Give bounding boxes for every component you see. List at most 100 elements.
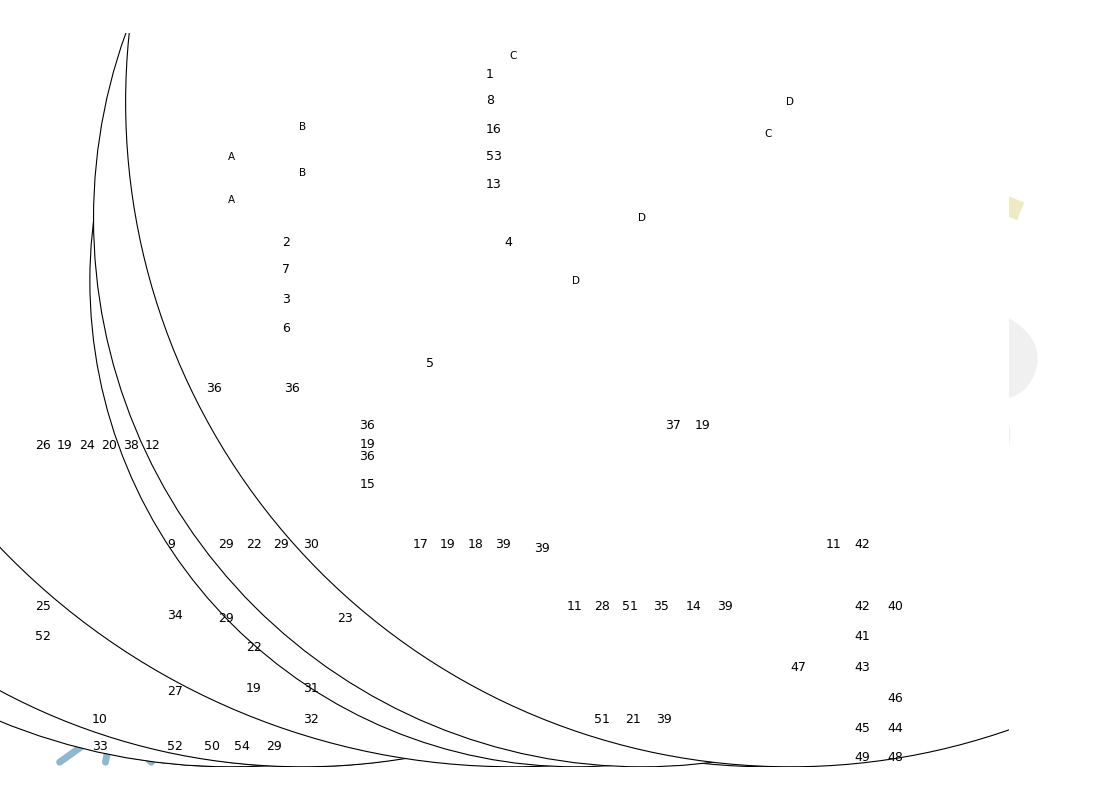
Bar [833,166,858,185]
Circle shape [121,646,135,662]
Text: 7: 7 [283,263,290,276]
Circle shape [892,639,909,656]
Circle shape [870,694,887,711]
Text: 47: 47 [791,662,806,674]
Ellipse shape [308,618,324,631]
Text: 17: 17 [412,538,429,551]
Text: A: A [228,195,234,205]
Bar [668,166,693,185]
Circle shape [174,514,183,524]
Text: 27: 27 [167,685,183,698]
Text: 29: 29 [218,538,234,551]
Text: C: C [509,51,517,61]
Bar [750,166,776,185]
Circle shape [870,722,887,738]
Text: 30: 30 [302,538,319,551]
Text: 11: 11 [566,600,583,613]
Text: 22: 22 [245,641,262,654]
Text: 19: 19 [695,419,711,432]
Text: 28: 28 [594,600,610,613]
Circle shape [0,0,896,767]
Circle shape [869,611,888,630]
Bar [51,565,169,716]
Ellipse shape [862,185,890,212]
Circle shape [420,300,429,310]
Text: 50: 50 [204,740,220,753]
FancyBboxPatch shape [216,362,232,379]
Text: 26: 26 [35,439,51,452]
Text: D: D [786,97,794,107]
Ellipse shape [848,173,903,223]
Text: 16: 16 [486,123,502,136]
FancyBboxPatch shape [156,603,174,622]
Circle shape [383,181,396,194]
Bar [560,445,835,454]
Circle shape [871,640,886,655]
Circle shape [892,722,909,738]
Circle shape [0,0,798,767]
Text: 22: 22 [245,538,262,551]
Text: 36: 36 [360,450,375,463]
Text: 36: 36 [284,382,300,395]
Text: 37: 37 [664,419,681,432]
Text: 29: 29 [266,740,282,753]
Text: 458: 458 [527,156,1069,552]
Text: 54: 54 [234,740,250,753]
Text: 52: 52 [35,630,51,643]
Text: 33: 33 [91,740,108,753]
Text: D: D [638,214,646,223]
Ellipse shape [438,186,443,193]
Bar [560,283,835,293]
Text: 1: 1 [486,68,494,81]
Ellipse shape [289,618,306,631]
Polygon shape [518,217,990,666]
Text: 51: 51 [621,600,638,613]
Text: 36: 36 [360,419,375,432]
Ellipse shape [450,170,458,181]
Text: 49: 49 [855,751,870,764]
Text: 24: 24 [79,439,95,452]
FancyBboxPatch shape [857,565,917,606]
Circle shape [0,0,840,767]
Text: 45: 45 [855,722,870,734]
Text: 19: 19 [440,538,455,551]
Ellipse shape [901,558,943,609]
Ellipse shape [660,173,715,223]
Circle shape [892,667,909,683]
Text: 6: 6 [283,322,290,335]
Circle shape [344,241,421,318]
Text: 40: 40 [888,600,903,613]
Text: 39: 39 [656,713,671,726]
Bar [560,458,871,473]
Circle shape [420,256,429,265]
FancyBboxPatch shape [348,392,364,408]
Ellipse shape [51,706,169,726]
Bar [791,166,817,185]
Ellipse shape [272,618,288,631]
Text: 51: 51 [594,713,610,726]
Text: 19: 19 [360,438,375,450]
Ellipse shape [674,185,702,212]
FancyBboxPatch shape [156,658,174,677]
Text: 2: 2 [283,236,290,249]
Ellipse shape [123,725,130,736]
Bar [873,166,900,185]
FancyBboxPatch shape [276,358,293,374]
Text: 53: 53 [486,150,502,163]
Text: 29: 29 [273,538,289,551]
Ellipse shape [582,185,609,212]
Text: 29: 29 [218,612,234,625]
Bar [585,166,611,185]
Text: 19: 19 [245,682,262,695]
Text: 42: 42 [855,538,870,551]
Text: 9: 9 [167,538,175,551]
Circle shape [0,0,1100,767]
Circle shape [438,164,447,174]
Bar [708,166,735,185]
FancyBboxPatch shape [446,186,470,207]
Text: 8: 8 [486,94,494,106]
Polygon shape [791,90,852,154]
Bar [560,364,835,374]
Bar [626,166,652,185]
Text: 11: 11 [825,538,842,551]
